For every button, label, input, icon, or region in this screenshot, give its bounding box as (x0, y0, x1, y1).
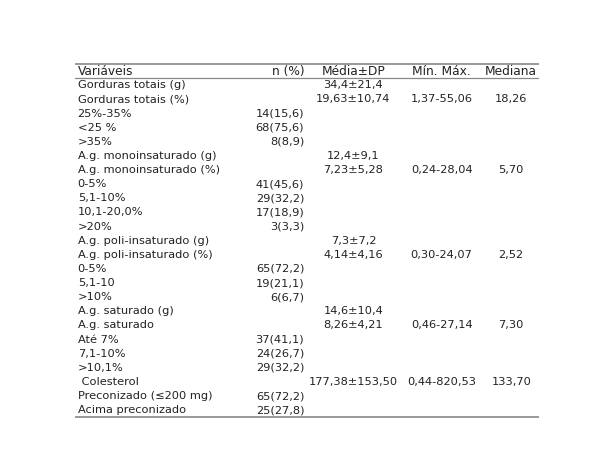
Text: 0,44-820,53: 0,44-820,53 (407, 377, 476, 387)
Text: 177,38±153,50: 177,38±153,50 (309, 377, 398, 387)
Text: 19(21,1): 19(21,1) (256, 278, 304, 288)
Text: 7,1-10%: 7,1-10% (78, 349, 125, 359)
Text: 0,46-27,14: 0,46-27,14 (411, 321, 473, 331)
Text: 68(75,6): 68(75,6) (256, 123, 304, 132)
Text: 5,1-10%: 5,1-10% (78, 193, 125, 203)
Text: 5,70: 5,70 (498, 165, 524, 175)
Text: 19,63±10,74: 19,63±10,74 (316, 95, 391, 105)
Text: 133,70: 133,70 (491, 377, 531, 387)
Text: Média±DP: Média±DP (322, 65, 385, 78)
Text: 7,30: 7,30 (498, 321, 524, 331)
Text: Até 7%: Até 7% (78, 334, 118, 345)
Text: 18,26: 18,26 (495, 95, 528, 105)
Text: >10,1%: >10,1% (78, 363, 123, 373)
Text: Gorduras totais (%): Gorduras totais (%) (78, 95, 189, 105)
Text: <25 %: <25 % (78, 123, 116, 132)
Text: Gorduras totais (g): Gorduras totais (g) (78, 80, 185, 90)
Text: 5,1-10: 5,1-10 (78, 278, 114, 288)
Text: 25(27,8): 25(27,8) (256, 405, 304, 415)
Text: 8,26±4,21: 8,26±4,21 (323, 321, 383, 331)
Text: 25%-35%: 25%-35% (78, 108, 132, 119)
Text: A.g. saturado: A.g. saturado (78, 321, 154, 331)
Text: 6(6,7): 6(6,7) (270, 292, 304, 302)
Text: >35%: >35% (78, 137, 113, 147)
Text: 65(72,2): 65(72,2) (256, 391, 304, 401)
Text: 24(26,7): 24(26,7) (256, 349, 304, 359)
Text: 34,4±21,4: 34,4±21,4 (323, 80, 383, 90)
Text: 12,4±9,1: 12,4±9,1 (327, 151, 380, 161)
Text: n (%): n (%) (271, 65, 304, 78)
Text: 29(32,2): 29(32,2) (256, 193, 304, 203)
Text: A.g. poli-insaturado (g): A.g. poli-insaturado (g) (78, 236, 209, 245)
Text: 3(3,3): 3(3,3) (270, 221, 304, 232)
Text: Variáveis: Variáveis (78, 65, 133, 78)
Text: Colesterol: Colesterol (78, 377, 138, 387)
Text: 4,14±4,16: 4,14±4,16 (323, 250, 383, 260)
Text: 0,30-24,07: 0,30-24,07 (411, 250, 473, 260)
Text: A.g. poli-insaturado (%): A.g. poli-insaturado (%) (78, 250, 212, 260)
Text: 2,52: 2,52 (499, 250, 524, 260)
Text: A.g. monoinsaturado (g): A.g. monoinsaturado (g) (78, 151, 216, 161)
Text: 17(18,9): 17(18,9) (255, 208, 304, 218)
Text: 65(72,2): 65(72,2) (256, 264, 304, 274)
Text: >20%: >20% (78, 221, 113, 232)
Text: 10,1-20,0%: 10,1-20,0% (78, 208, 143, 218)
Text: A.g. saturado (g): A.g. saturado (g) (78, 307, 173, 316)
Text: 7,3±7,2: 7,3±7,2 (331, 236, 376, 245)
Text: 37(41,1): 37(41,1) (256, 334, 304, 345)
Text: 29(32,2): 29(32,2) (256, 363, 304, 373)
Text: 0-5%: 0-5% (78, 264, 107, 274)
Text: Acima preconizado: Acima preconizado (78, 405, 186, 415)
Text: 7,23±5,28: 7,23±5,28 (323, 165, 383, 175)
Text: 0,24-28,04: 0,24-28,04 (411, 165, 473, 175)
Text: 14,6±10,4: 14,6±10,4 (323, 307, 383, 316)
Text: 8(8,9): 8(8,9) (270, 137, 304, 147)
Text: A.g. monoinsaturado (%): A.g. monoinsaturado (%) (78, 165, 220, 175)
Text: 0-5%: 0-5% (78, 179, 107, 189)
Text: >10%: >10% (78, 292, 113, 302)
Text: 1,37-55,06: 1,37-55,06 (410, 95, 473, 105)
Text: Preconizado (≤200 mg): Preconizado (≤200 mg) (78, 391, 212, 401)
Text: 14(15,6): 14(15,6) (256, 108, 304, 119)
Text: Mediana: Mediana (485, 65, 537, 78)
Text: Mín. Máx.: Mín. Máx. (412, 65, 471, 78)
Text: 41(45,6): 41(45,6) (256, 179, 304, 189)
